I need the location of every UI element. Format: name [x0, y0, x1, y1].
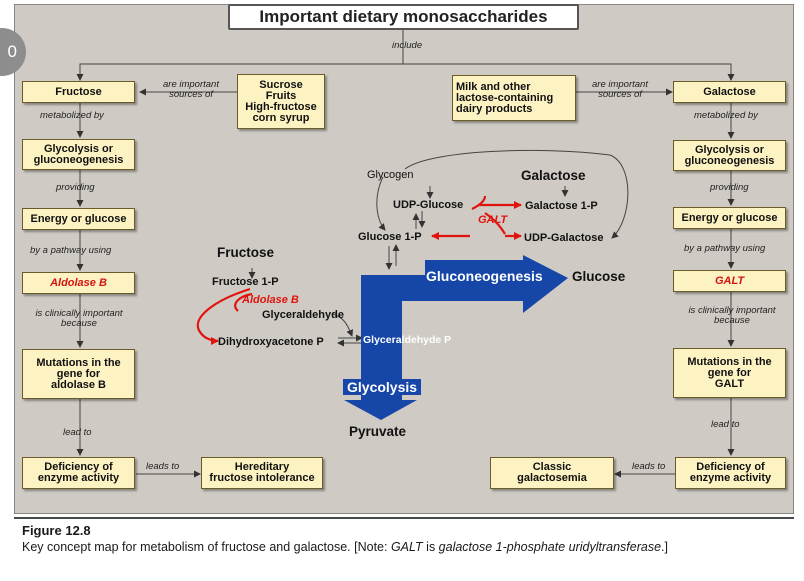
node-dihydroxyacetone-p: Dihydroxyacetone P	[218, 336, 324, 348]
glycolysis-box-right: Glycolysis or gluconeogenesis	[673, 140, 786, 171]
label-sources-right: are important sources of	[592, 79, 648, 100]
aldolase-b-box: Aldolase B	[22, 272, 135, 294]
page-title: Important dietary monosaccharides	[228, 4, 579, 30]
energy-box-left: Energy or glucose	[22, 208, 135, 230]
pathway-blue-arrow	[344, 255, 568, 420]
hereditary-fructose-intolerance-box: Hereditary fructose intolerance	[201, 457, 323, 489]
mutations-box-left: Mutations in the gene for aldolase B	[22, 349, 135, 399]
node-galactose: Galactose	[521, 168, 586, 183]
node-fructose: Fructose	[217, 245, 275, 260]
classic-galactosemia-box: Classic galactosemia	[490, 457, 614, 489]
node-glyceraldehyde: Glyceraldehyde	[262, 309, 344, 321]
galactose-box: Galactose	[673, 81, 786, 103]
label-metabolized-left: metabolized by	[40, 110, 104, 121]
label-metabolized-right: metabolized by	[694, 110, 758, 121]
node-gluconeogenesis: Gluconeogenesis	[426, 268, 543, 284]
caption-is: is	[422, 540, 439, 554]
label-providing-left: providing	[56, 182, 95, 193]
label-clinical-right: is clinically important because	[688, 305, 776, 326]
label-include: include	[392, 40, 423, 51]
caption-divider	[14, 517, 794, 519]
label-leads-to-left: leads to	[146, 461, 180, 472]
energy-box-right: Energy or glucose	[673, 207, 786, 229]
label-lead-to-right: lead to	[711, 419, 740, 430]
label-clinical-left: is clinically important because	[35, 308, 123, 329]
caption-expansion: galactose 1-phosphate uridyltransferase	[438, 540, 662, 554]
node-fructose-1p: Fructose 1-P	[212, 276, 279, 288]
glycolysis-box-left: Glycolysis or gluconeogenesis	[22, 139, 135, 170]
galt-box: GALT	[673, 270, 786, 292]
figure-label: Figure 12.8	[22, 523, 91, 538]
deficiency-box-left: Deficiency of enzyme activity	[22, 457, 135, 489]
node-pyruvate: Pyruvate	[349, 424, 407, 439]
deficiency-box-right: Deficiency of enzyme activity	[675, 457, 786, 489]
node-aldolase-b: Aldolase B	[242, 294, 299, 306]
label-leads-to-right: leads to	[632, 461, 666, 472]
fructose-box: Fructose	[22, 81, 135, 103]
label-lead-to-left: lead to	[63, 427, 92, 438]
node-glucose: Glucose	[572, 269, 626, 284]
node-galt-enzyme: GALT	[478, 214, 508, 226]
node-udp-galactose: UDP-Galactose	[524, 232, 604, 244]
label-sources-left: are important sources of	[163, 79, 219, 100]
fructose-sources-box: Sucrose Fruits High-fructose corn syrup	[237, 74, 325, 129]
node-glycolysis: Glycolysis	[343, 379, 422, 395]
caption-prefix: Key concept map for metabolism of fructo…	[22, 540, 391, 554]
caption-suffix: .]	[661, 540, 668, 554]
mutations-box-right: Mutations in the gene for GALT	[673, 348, 786, 398]
mutations-text-left: Mutations in the gene for aldolase B	[36, 356, 121, 391]
node-glucose-1p: Glucose 1-P	[358, 231, 422, 243]
figure-caption: Key concept map for metabolism of fructo…	[22, 540, 782, 555]
label-pathway-left: by a pathway using	[30, 245, 112, 256]
label-pathway-right: by a pathway using	[684, 243, 766, 254]
node-glyceraldehyde-p: Glyceraldehyde P	[363, 334, 452, 346]
label-providing-right: providing	[710, 182, 749, 193]
node-glycogen: Glycogen	[367, 169, 414, 181]
caption-galt: GALT	[390, 540, 423, 554]
node-udp-glucose: UDP-Glucose	[393, 199, 464, 211]
galactose-sources-box: Milk and other lactose-containing dairy …	[452, 75, 576, 121]
node-galactose-1p: Galactose 1-P	[525, 200, 598, 212]
